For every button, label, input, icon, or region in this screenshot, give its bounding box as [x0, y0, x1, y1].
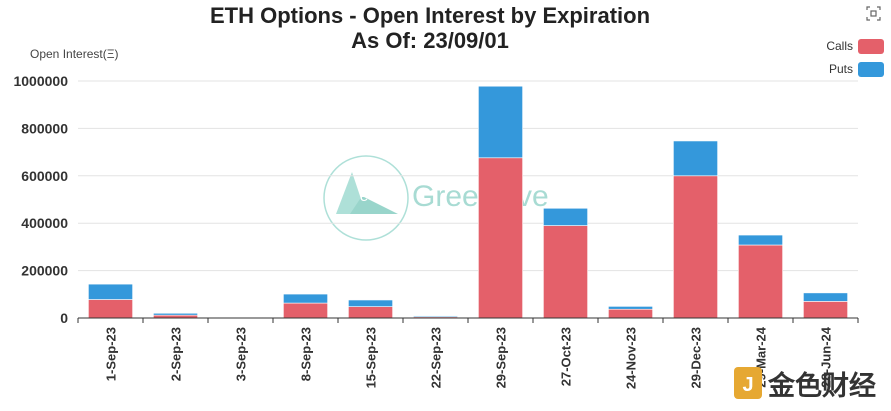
x-tick-labels: 1-Sep-23 2-Sep-23 3-Sep-23 8-Sep-23 15-Sep-2… — [104, 326, 834, 389]
brand-logo-text: 金色财经 — [767, 370, 876, 401]
y-tick-label: 1000000 — [13, 73, 68, 89]
bars — [88, 85, 848, 319]
y-tick-label: 200000 — [21, 263, 68, 279]
bar-calls-27-Oct-23[interactable] — [543, 225, 588, 319]
bar-puts-8-Sep-23[interactable] — [283, 293, 328, 304]
chart-subtitle: As Of: 23/09/01 — [351, 28, 509, 53]
legend-swatch-puts — [858, 62, 884, 77]
brand-logo: J 金色财经 — [734, 367, 876, 401]
bar-calls-24-Nov-23[interactable] — [608, 308, 653, 319]
bar-puts-2-Sep-23[interactable] — [153, 312, 198, 316]
bar-calls-1-Sep-23[interactable] — [88, 299, 133, 319]
watermark-triangle-right — [350, 196, 398, 214]
legend-label-puts: Puts — [829, 62, 853, 76]
x-tick-label: 8-Sep-23 — [299, 327, 314, 381]
y-tick-label: 0 — [60, 310, 68, 326]
bar-puts-15-Sep-23[interactable] — [348, 299, 393, 307]
legend-label-calls: Calls — [826, 39, 853, 53]
x-tick-label: 3-Sep-23 — [234, 327, 249, 381]
bar-calls-28-Jun-24[interactable] — [803, 301, 848, 319]
brand-logo-symbol: J — [742, 374, 753, 396]
x-tick-label: 24-Nov-23 — [624, 327, 639, 389]
y-tick-labels: 0 200000 400000 600000 800000 1000000 — [13, 73, 68, 326]
bar-puts-29-Sep-23[interactable] — [478, 85, 523, 159]
x-tick-label: 29-Dec-23 — [689, 327, 704, 388]
bar-puts-1-Sep-23[interactable] — [88, 283, 133, 300]
legend: Calls Puts — [826, 39, 884, 77]
watermark-circle — [323, 155, 409, 241]
bar-puts-29-Dec-23[interactable] — [673, 140, 718, 177]
x-tick-label: 27-Oct-23 — [559, 327, 574, 386]
bar-puts-24-Nov-23[interactable] — [608, 306, 653, 310]
axes — [77, 317, 859, 323]
legend-item-puts[interactable]: Puts — [829, 62, 884, 77]
bar-puts-22-Sep-23[interactable] — [413, 315, 458, 318]
gridlines — [78, 80, 858, 272]
bar-puts-28-Jun-24[interactable] — [803, 292, 848, 302]
y-tick-label: 800000 — [21, 120, 68, 136]
y-tick-label: 400000 — [21, 215, 68, 231]
chart-title: ETH Options - Open Interest by Expiratio… — [210, 3, 650, 28]
x-tick-label: 29-Sep-23 — [494, 327, 509, 388]
bar-puts-27-Oct-23[interactable] — [543, 207, 588, 226]
x-tick-label: 2-Sep-23 — [169, 327, 184, 381]
bar-calls-29-Mar-24[interactable] — [738, 244, 783, 319]
bar-calls-8-Sep-23[interactable] — [283, 302, 328, 319]
x-tick-label: 1-Sep-23 — [104, 327, 119, 381]
legend-swatch-calls — [858, 39, 884, 54]
x-tick-label: 28-Jun-24 — [819, 326, 834, 387]
bar-calls-29-Sep-23[interactable] — [478, 157, 523, 319]
bar-calls-29-Dec-23[interactable] — [673, 175, 718, 319]
bar-calls-15-Sep-23[interactable] — [348, 306, 393, 319]
bar-puts-29-Mar-24[interactable] — [738, 234, 783, 246]
x-tick-label: 15-Sep-23 — [364, 327, 379, 388]
watermark-symbol: e — [360, 188, 369, 205]
legend-item-calls[interactable]: Calls — [826, 39, 884, 54]
fullscreen-icon[interactable] — [866, 6, 881, 21]
y-tick-label: 600000 — [21, 168, 68, 184]
brand-logo-mark — [734, 367, 762, 399]
x-tick-label: 22-Sep-23 — [429, 327, 444, 388]
y-axis-label: Open Interest(Ξ) — [30, 47, 119, 61]
